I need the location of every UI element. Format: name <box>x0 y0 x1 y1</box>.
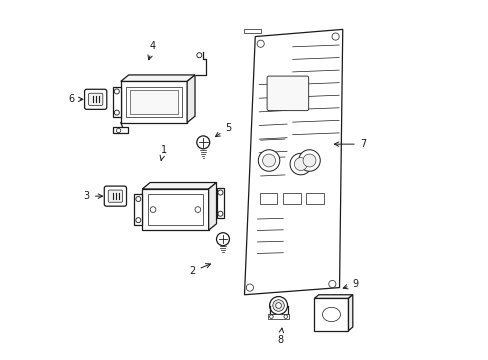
FancyBboxPatch shape <box>266 76 308 111</box>
Text: 2: 2 <box>189 264 210 276</box>
Text: 5: 5 <box>215 123 231 136</box>
Circle shape <box>331 33 339 40</box>
Circle shape <box>284 315 287 319</box>
Text: 4: 4 <box>148 41 156 60</box>
Bar <box>134 194 142 225</box>
Circle shape <box>195 207 201 212</box>
FancyBboxPatch shape <box>104 186 126 206</box>
Circle shape <box>328 280 335 288</box>
Polygon shape <box>208 183 216 230</box>
Bar <box>305 193 324 204</box>
Circle shape <box>218 211 223 216</box>
Polygon shape <box>121 75 195 81</box>
Circle shape <box>262 154 275 167</box>
Bar <box>113 127 128 134</box>
Polygon shape <box>314 295 352 298</box>
Bar <box>244 29 260 33</box>
Circle shape <box>216 233 229 246</box>
Bar <box>259 193 277 204</box>
Circle shape <box>269 297 287 315</box>
Bar <box>216 188 224 219</box>
FancyBboxPatch shape <box>88 93 102 105</box>
Bar <box>267 315 289 319</box>
Circle shape <box>258 150 279 171</box>
FancyBboxPatch shape <box>108 190 122 202</box>
Polygon shape <box>187 75 195 123</box>
Circle shape <box>136 197 141 202</box>
Circle shape <box>275 303 281 309</box>
Text: 3: 3 <box>83 191 102 201</box>
Bar <box>113 87 121 117</box>
Text: 6: 6 <box>68 94 82 104</box>
Circle shape <box>150 207 156 212</box>
Circle shape <box>196 136 209 149</box>
Circle shape <box>136 218 141 223</box>
Bar <box>126 87 182 117</box>
FancyBboxPatch shape <box>84 89 106 109</box>
Bar <box>282 193 300 204</box>
Circle shape <box>298 150 320 171</box>
Circle shape <box>116 129 121 133</box>
Bar <box>314 298 348 330</box>
Ellipse shape <box>322 307 340 321</box>
Circle shape <box>196 53 202 58</box>
Bar <box>142 189 208 230</box>
Circle shape <box>114 89 119 94</box>
Text: 9: 9 <box>343 279 358 289</box>
Text: 7: 7 <box>334 139 365 149</box>
Polygon shape <box>142 183 216 189</box>
Text: 8: 8 <box>277 328 283 345</box>
Bar <box>147 194 203 225</box>
Bar <box>129 90 178 114</box>
Circle shape <box>294 158 306 171</box>
Circle shape <box>246 284 253 291</box>
Circle shape <box>269 315 273 319</box>
Circle shape <box>303 154 315 167</box>
Text: 1: 1 <box>160 144 166 160</box>
Bar <box>121 81 187 123</box>
Bar <box>269 306 287 315</box>
Circle shape <box>114 110 119 115</box>
Circle shape <box>272 300 284 311</box>
Circle shape <box>218 190 223 195</box>
Circle shape <box>257 40 264 47</box>
Polygon shape <box>244 30 342 295</box>
Circle shape <box>289 153 311 175</box>
Polygon shape <box>348 295 352 330</box>
